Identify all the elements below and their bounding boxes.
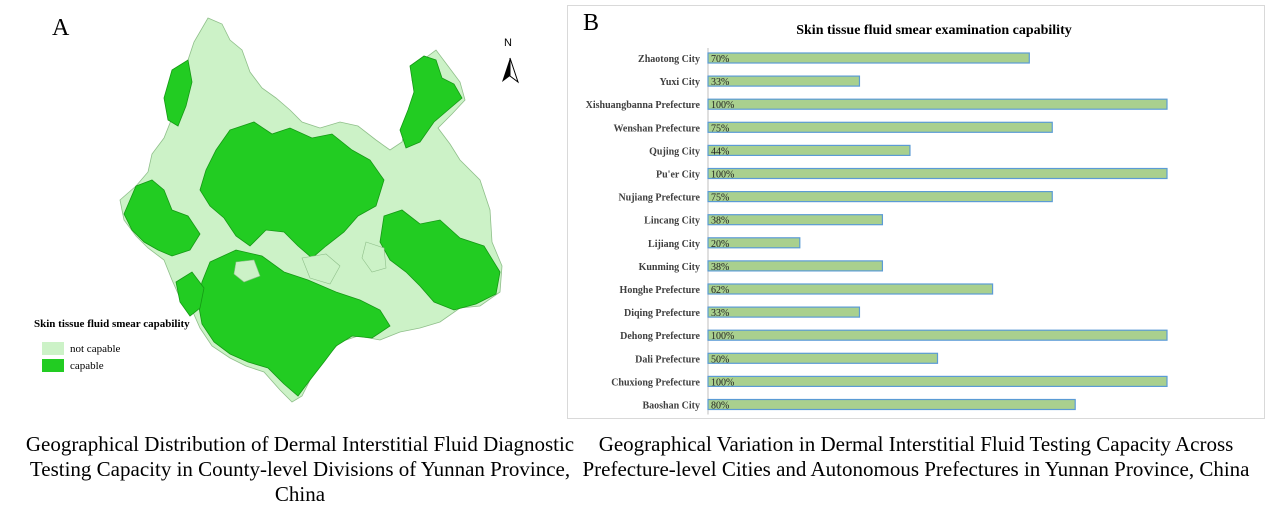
legend-title: Skin tissue fluid smear capability [34,318,190,330]
data-label: 62% [711,285,729,296]
category-label: Dali Prefecture [635,354,700,365]
category-label: Xishuangbanna Prefecture [586,100,701,111]
data-label: 20% [711,239,729,250]
bar [707,260,884,272]
bar-chart-panel: Skin tissue fluid smear examination capa… [567,5,1265,419]
map-legend: Skin tissue fluid smear capability not c… [34,318,190,374]
category-label: Baoshan City [642,401,700,412]
map-region-capable-northwest [163,59,193,127]
data-label: 75% [711,193,729,204]
bar [707,75,861,87]
category-label: Honghe Prefecture [620,285,701,296]
data-label: 100% [711,100,734,111]
legend-item-capable: capable [42,357,190,374]
legend-item-not-capable: not capable [42,340,190,357]
data-label: 100% [711,331,734,342]
legend-label: capable [70,359,104,372]
bar [707,352,939,364]
panel-b-letter: B [583,10,600,36]
chart-title: Skin tissue fluid smear examination capa… [796,23,1072,38]
bar [707,306,861,318]
category-label: Pu'er City [656,170,700,181]
bar [707,214,884,226]
legend-swatch-capable [42,359,64,372]
bar [707,375,1168,387]
category-label: Lijiang City [648,239,700,250]
data-label: 70% [711,54,729,65]
data-label: 33% [711,77,729,88]
map-region-not-capable-enclave [233,259,261,283]
yunnan-county-map: N [119,17,519,403]
map-region-not-capable-enclave [361,241,387,273]
category-label: Lincang City [644,216,700,227]
category-label: Nujiang Prefecture [618,193,700,204]
bar [707,167,1168,180]
bar [707,52,1030,64]
north-arrow-icon [502,57,519,84]
bar [707,98,1168,110]
data-label: 100% [711,377,734,388]
bar [707,398,1076,411]
legend-swatch-not-capable [42,342,64,355]
data-label: 80% [711,401,729,412]
bar [707,329,1168,341]
data-label: 75% [711,123,729,134]
map-region-capable-east [379,209,501,311]
category-label: Zhaotong City [638,54,700,65]
data-label: 100% [711,170,734,181]
category-label: Qujing City [649,146,700,157]
bar [707,191,1053,203]
category-label: Yuxi City [660,77,700,88]
bar [707,121,1053,133]
caption-panel-a: Geographical Distribution of Dermal Inte… [25,432,575,506]
category-label: Chuxiong Prefecture [611,377,700,388]
bar-chart: Skin tissue fluid smear examination capa… [586,23,1168,415]
north-label: N [504,37,512,49]
category-label: Wenshan Prefecture [613,123,700,134]
legend-label: not capable [70,342,121,355]
map-region-capable-southwest [175,271,205,317]
data-label: 50% [711,354,729,365]
panel-a-letter: A [52,15,70,41]
category-label: Dehong Prefecture [620,331,700,342]
bar [707,283,994,295]
map-region-capable-west [123,179,201,257]
bar [707,237,801,249]
data-label: 38% [711,262,729,273]
category-label: Kunming City [639,262,700,273]
map-region-capable-south [197,249,391,397]
data-label: 38% [711,216,729,227]
caption-panel-b: Geographical Variation in Dermal Interst… [582,432,1250,481]
bar [707,144,911,156]
map-region-capable-central [199,121,385,259]
map-region-capable-northeast [399,55,463,149]
data-label: 44% [711,146,729,157]
map-region-not-capable-enclave [301,253,341,285]
data-label: 33% [711,308,729,319]
category-label: Diqing Prefecture [624,308,701,319]
